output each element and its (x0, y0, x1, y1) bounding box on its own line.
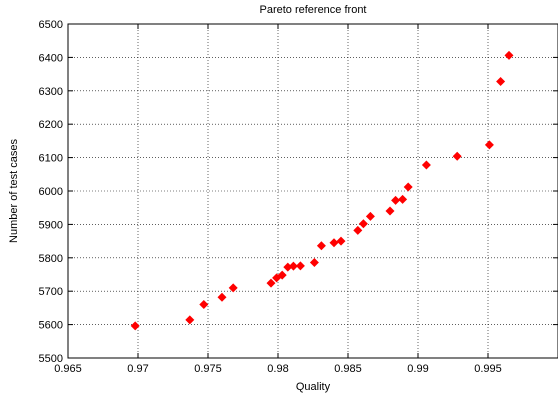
data-point (421, 160, 431, 170)
data-point (391, 195, 401, 205)
data-point (217, 292, 227, 302)
data-point (309, 257, 319, 267)
x-tick-label: 0.99 (407, 363, 428, 375)
data-point (228, 283, 238, 293)
y-tick-label: 5500 (39, 353, 63, 365)
data-point (266, 278, 276, 288)
data-point (496, 76, 506, 86)
plot-frame (67, 23, 558, 359)
data-point (403, 182, 413, 192)
x-tick-label: 0.965 (54, 363, 82, 375)
data-point (353, 225, 363, 235)
data-point (329, 238, 339, 248)
x-tick-label: 0.985 (334, 363, 362, 375)
y-tick-label: 6000 (39, 186, 63, 198)
data-point (336, 236, 346, 246)
y-tick-label: 5600 (39, 320, 63, 332)
data-point (185, 315, 195, 325)
data-point (277, 270, 287, 280)
y-tick-label: 6200 (39, 119, 63, 131)
y-tick-label: 6400 (39, 52, 63, 64)
x-tick-label: 0.98 (267, 363, 288, 375)
chart-title: Pareto reference front (259, 4, 366, 16)
data-point (283, 262, 293, 272)
y-axis-label: Number of test cases (8, 139, 20, 243)
data-points (130, 50, 514, 331)
y-tick-label: 6500 (39, 19, 63, 31)
data-point (130, 321, 140, 331)
y-tick-label: 6100 (39, 153, 63, 165)
axis-ticks: 0.965 0.97 0.975 0.98 0.985 0.99 0.995 5500 5600… (39, 19, 558, 375)
data-point (365, 211, 375, 221)
data-point (358, 219, 368, 229)
data-point (316, 241, 326, 251)
x-tick-label: 0.97 (127, 363, 148, 375)
data-point (398, 194, 408, 204)
data-point (295, 261, 305, 271)
data-point (452, 151, 462, 161)
grid-lines (68, 24, 558, 358)
data-point (288, 261, 298, 271)
data-point (199, 300, 209, 310)
y-tick-label: 5700 (39, 286, 63, 298)
data-point (385, 206, 395, 216)
x-axis-label: Quality (296, 381, 331, 393)
x-tick-label: 0.975 (194, 363, 222, 375)
data-point (504, 50, 514, 60)
y-tick-label: 5800 (39, 253, 63, 265)
y-tick-label: 5900 (39, 219, 63, 231)
x-tick-label: 0.995 (474, 363, 502, 375)
data-point (484, 140, 494, 150)
y-tick-label: 6300 (39, 86, 63, 98)
